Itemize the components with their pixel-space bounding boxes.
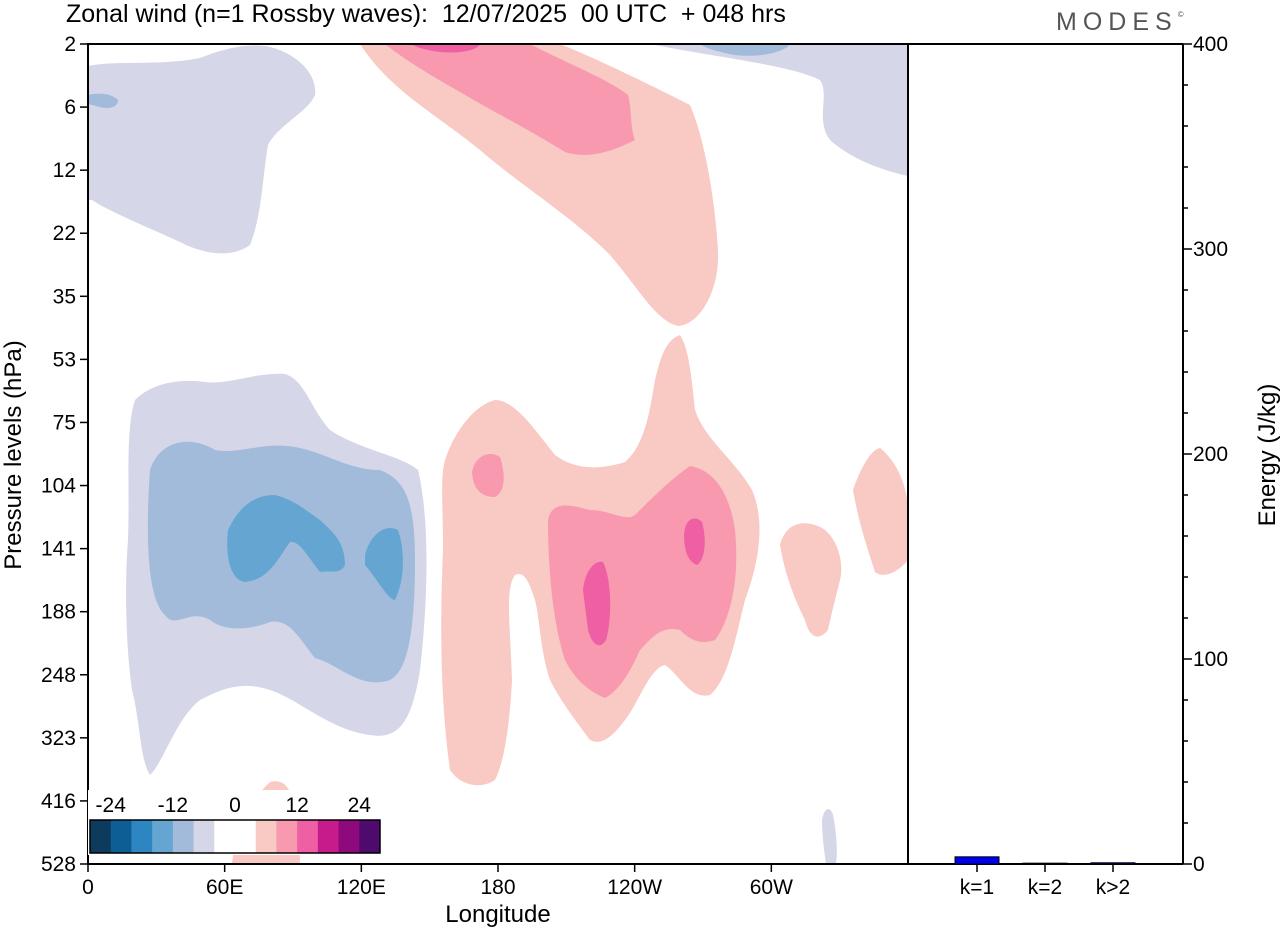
energy-tick-label: 200 [1193, 443, 1228, 466]
modes-logo: MODES© [1056, 8, 1184, 37]
x-tick-label: 180 [480, 876, 515, 899]
contour-pos-lower-level3b [684, 518, 705, 565]
colorbar-swatch [152, 820, 174, 853]
colorbar-frame [89, 819, 381, 854]
bar-category-label: k>2 [1096, 876, 1130, 899]
y-tick-label: 53 [53, 348, 76, 371]
contour-neg-top-right [650, 44, 908, 176]
colorbar-swatch [193, 820, 215, 853]
energy-axis-label: Energy (J/kg) [1254, 384, 1280, 527]
colorbar-label: -24 [96, 794, 127, 817]
colorbar-label: -12 [158, 794, 188, 817]
contour-neg-upper-level1 [88, 45, 316, 254]
colorbar-swatch [338, 820, 360, 853]
y-axis-ticks: 2 6 12 22 35 53 75 104 141 188 248 323 416 528 [41, 33, 88, 876]
y-tick-label: 35 [53, 285, 76, 308]
y-tick-label: 416 [41, 790, 76, 813]
contour-pos-upper-level2 [385, 44, 635, 155]
x-tick-label: 0 [82, 876, 94, 899]
y-tick-label: 141 [41, 538, 76, 561]
colorbar-swatch [172, 820, 195, 853]
colorbar-label: 12 [285, 794, 308, 817]
y-tick-label: 22 [53, 222, 76, 245]
y-tick-label: 528 [41, 853, 76, 876]
x-axis-label: Longitude [445, 901, 550, 928]
colorbar-labels: -24 -12 0 12 24 [96, 794, 372, 817]
energy-bar-labels: k=1 k=2 k>2 [960, 864, 1130, 899]
colorbar-swatch [255, 820, 277, 853]
y-axis-label: Pressure levels (hPa) [0, 340, 27, 569]
contour-pos-right-b [853, 448, 908, 575]
y-tick-label: 323 [41, 727, 76, 750]
colorbar-swatch [214, 820, 236, 853]
colorbar-label: 0 [229, 794, 241, 817]
contour-neg-lower-level3a [227, 495, 345, 582]
contour-pos-upper-level3 [412, 44, 480, 53]
colorbar-swatch [131, 820, 153, 853]
bar-category-label: k=2 [1028, 876, 1062, 899]
logo-text: MODES [1056, 8, 1178, 36]
y-tick-label: 248 [41, 664, 76, 687]
contour-field [88, 44, 908, 864]
contour-neg-bottom-small [822, 808, 837, 864]
colorbar-swatch [297, 820, 319, 853]
contour-neg-lower-level2 [147, 441, 416, 683]
x-tick-label: 60W [750, 876, 793, 899]
energy-bar [954, 856, 1000, 865]
colorbar-swatch [317, 820, 340, 853]
contour-pos-right-a [780, 523, 842, 637]
colorbar [88, 790, 382, 855]
energy-tick-label: 300 [1193, 238, 1228, 261]
energy-bar [1090, 862, 1136, 865]
contour-pos-lower-small [472, 453, 504, 497]
contour-neg-top-right-blue [700, 44, 790, 56]
colorbar-swatch [235, 820, 257, 853]
y-tick-label: 75 [53, 411, 76, 434]
energy-tick-label: 100 [1193, 648, 1228, 671]
energy-bars [954, 856, 1136, 865]
y-tick-label: 188 [41, 601, 76, 624]
contour-neg-lower-level3b [365, 527, 403, 600]
x-tick-label: 60E [206, 876, 243, 899]
y-tick-label: 6 [64, 96, 76, 119]
y-tick-label: 104 [41, 475, 76, 498]
chart-title: Zonal wind (n=1 Rossby waves): 12/07/202… [66, 0, 786, 28]
contour-pos-lower-level3a [583, 561, 611, 646]
x-tick-label: 120E [337, 876, 386, 899]
colorbar-swatch [90, 820, 112, 853]
colorbar-swatch [276, 820, 298, 853]
energy-axis-ticks: 0 100 200 300 400 [1183, 33, 1228, 876]
colorbar-swatch [110, 820, 132, 853]
colorbar-swatch [359, 820, 381, 853]
energy-bar [1022, 862, 1068, 865]
y-tick-label: 12 [53, 159, 76, 182]
energy-tick-label: 400 [1193, 33, 1228, 56]
x-tick-label: 120W [607, 876, 662, 899]
colorbar-label: 24 [348, 794, 372, 817]
x-axis-ticks: 0 60E 120E 180 120W 60W [82, 864, 793, 899]
contour-neg-upper-blue [88, 93, 118, 108]
bar-category-label: k=1 [960, 876, 994, 899]
energy-tick-label: 0 [1193, 853, 1205, 876]
logo-mark: © [1177, 10, 1184, 19]
y-tick-label: 2 [64, 33, 76, 56]
